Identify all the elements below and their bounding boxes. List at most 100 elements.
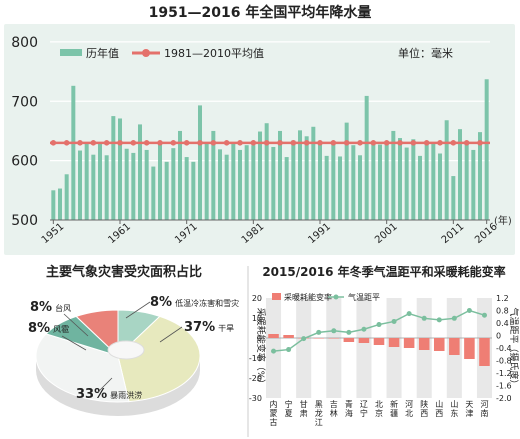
winter-category-label: 河南 [480, 399, 488, 418]
precip-bar [51, 190, 56, 220]
pie-leader-line [97, 377, 113, 393]
precip-title: 1951—2016 年全国平均年降水量 [149, 4, 372, 21]
pie-leader-line [61, 335, 87, 351]
pie-label-percent: 33% [76, 387, 107, 402]
pie-label: 8% 低温冷冻害和雪灾 [150, 295, 239, 310]
precip-average-marker [290, 140, 297, 146]
pie-label-name: 风雹 [53, 325, 69, 334]
winter-temp-point [451, 315, 457, 321]
winter-category-char: 河 [480, 399, 488, 409]
legend-marker-average [142, 49, 150, 57]
winter-category-label: 陕西 [420, 399, 428, 418]
precip-average-marker [463, 140, 470, 146]
winter-energy-bar [449, 338, 460, 355]
winter-temp-point [346, 329, 352, 335]
winter-category-char: 津 [465, 408, 473, 418]
winter-category-char: 宁 [285, 399, 293, 409]
pie-label-percent: 37% [184, 320, 215, 335]
winter-energy-bar [479, 338, 490, 366]
precip-bar [91, 154, 96, 220]
legend-label-annual: 历年值 [86, 46, 119, 60]
precip-average-marker [50, 140, 57, 146]
winter-energy-bar [358, 338, 370, 343]
winter-left-axis: 20 10 0 -10 -20 -30 [249, 294, 262, 403]
pie-label-name: 台风 [55, 303, 71, 313]
winter-category-char: 吉 [330, 400, 338, 409]
legend-label-temp: 气温距平 [348, 292, 380, 302]
precip-average-marker [263, 140, 270, 146]
winter-category-label: 天津 [465, 400, 473, 418]
precip-bar [351, 145, 356, 220]
winter-right-tick-label: -2.0 [496, 394, 512, 403]
winter-stripe [266, 298, 282, 398]
winter-temp-point [391, 318, 397, 324]
winter-category-char: 江 [315, 418, 323, 427]
pie-slice [117, 315, 201, 403]
winter-energy-bar [283, 335, 294, 338]
winter-energy-bar [343, 338, 355, 342]
pie-label: 8% 台风 [30, 300, 71, 315]
precip-bar [204, 142, 209, 220]
winter-category-char: 山 [450, 399, 458, 409]
winter-stripe [386, 298, 402, 398]
winter-category-char: 内 [270, 399, 278, 409]
precip-bar [384, 144, 389, 220]
precip-bar [104, 155, 109, 220]
precip-bar [484, 79, 489, 220]
precip-bar [298, 130, 302, 220]
precip-bar [244, 145, 249, 220]
winter-category-char: 京 [375, 408, 383, 418]
precip-bar [404, 147, 409, 220]
legend-label-energy: 采暖耗能变率 [284, 292, 332, 302]
precip-average-marker [383, 140, 390, 146]
precip-bar [458, 129, 462, 220]
winter-left-tick-label: -30 [249, 394, 262, 403]
legend-swatch-energy [272, 293, 281, 300]
winter-category-char: 肃 [300, 408, 308, 418]
winter-temp-point [316, 329, 322, 335]
precip-bar [224, 154, 229, 220]
winter-category-char: 古 [270, 417, 278, 427]
winter-category-char: 甘 [300, 399, 308, 409]
disaster-title: 主要气象灾害受灾面积占比 [46, 264, 202, 280]
winter-left-axis-label: 采暖耗能变率（%） [255, 308, 267, 389]
precip-avg-line [50, 140, 490, 146]
precip-average-marker [117, 140, 123, 146]
winter-category-label: 甘肃 [300, 399, 308, 418]
precip-bar [411, 139, 416, 220]
precip-average-marker [90, 140, 97, 146]
pie-leader-line [125, 301, 151, 319]
winter-right-axis: 1.2 0.8 0.4 0 -0.4 -0.8 -1.2 -1.6 -2.0 [496, 294, 512, 403]
winter-left-tick-label: 0 [257, 334, 262, 343]
winter-category-char: 辽 [360, 400, 368, 409]
winter-left-tick-label: -10 [249, 354, 262, 363]
pie-slice [35, 333, 130, 403]
winter-category-char: 龙 [315, 408, 323, 418]
winter-panel [254, 285, 516, 437]
winter-category-char: 林 [330, 408, 338, 418]
precip-y-tick-label: 700 [11, 94, 38, 110]
precip-bar [178, 130, 182, 220]
winter-right-tick-label: 1.2 [496, 294, 509, 303]
pie-label-name: 低温冷冻害和雪灾 [175, 298, 239, 308]
precip-bar [58, 188, 62, 220]
precip-y-tick-label: 800 [11, 35, 38, 51]
precip-bar [84, 142, 89, 220]
pie-label-percent: 8% [30, 300, 52, 315]
precip-bar [324, 155, 329, 221]
precip-average-marker [130, 140, 137, 146]
precip-bar [378, 144, 382, 220]
precip-legend: 历年值 1981—2010平均值 单位：毫米 [60, 46, 453, 60]
winter-category-char: 山 [435, 399, 443, 409]
precip-bar [471, 149, 476, 220]
winter-temp-point [301, 336, 307, 342]
precip-bars [51, 79, 489, 221]
winter-temp-point [286, 347, 292, 353]
precip-average-marker [250, 140, 257, 146]
winter-category-char: 北 [405, 409, 413, 418]
precip-average-marker [210, 140, 217, 146]
winter-category-char: 西 [420, 409, 428, 418]
precip-average-marker [450, 140, 457, 146]
